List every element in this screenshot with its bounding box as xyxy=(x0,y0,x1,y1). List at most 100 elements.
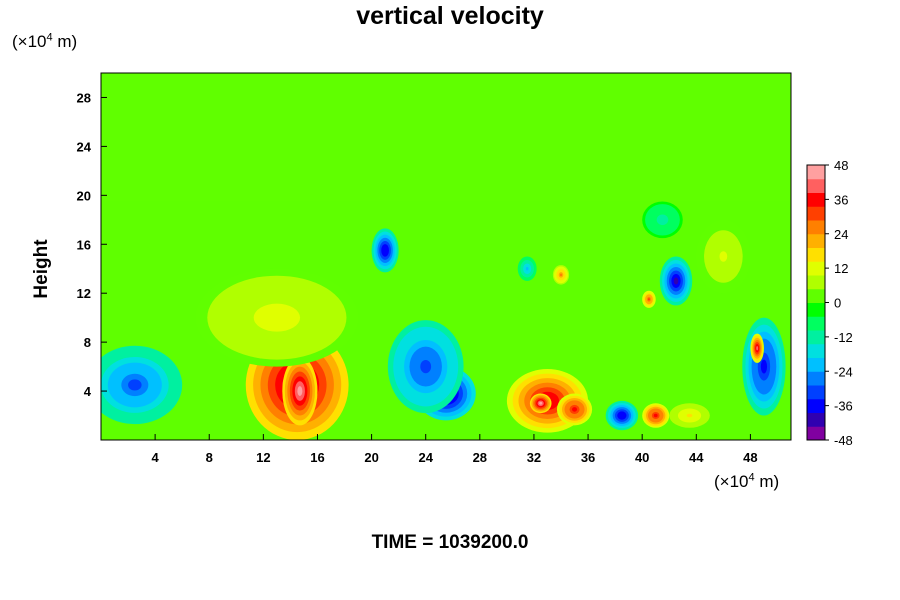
heatmap-feature xyxy=(195,268,359,367)
x-tick-label: 12 xyxy=(256,450,270,465)
colorbar-swatch xyxy=(807,178,825,193)
heatmap-contour-level xyxy=(686,413,693,418)
colorbar-swatch xyxy=(807,247,825,262)
heatmap-contour-level xyxy=(619,413,625,418)
x-tick-label: 48 xyxy=(743,450,757,465)
colorbar-swatch xyxy=(807,357,825,372)
heatmap-feature xyxy=(605,400,639,431)
colorbar-tick-label: 0 xyxy=(834,296,841,311)
y-tick-label: 8 xyxy=(84,335,91,350)
y-tick-label: 24 xyxy=(77,139,92,154)
x-tick-label: 20 xyxy=(364,450,378,465)
x-tick-label: 16 xyxy=(310,450,324,465)
colorbar-swatch xyxy=(807,302,825,317)
heatmap-feature xyxy=(552,265,570,285)
time-label: TIME = 1039200.0 xyxy=(371,532,529,553)
colorbar-swatch xyxy=(807,426,825,441)
heatmap-feature xyxy=(750,333,764,363)
heatmap-feature xyxy=(517,256,537,281)
plot-area xyxy=(101,73,791,440)
colorbar-tick-label: 48 xyxy=(834,158,848,173)
y-tick-label: 16 xyxy=(77,237,91,252)
plot-frame xyxy=(100,72,792,441)
colorbar-tick-label: -36 xyxy=(834,399,853,414)
heatmap-feature xyxy=(696,219,751,294)
heatmap-contour-level xyxy=(383,247,388,254)
x-unit-exponent: 4 xyxy=(748,471,755,484)
colorbar-swatch xyxy=(807,261,825,276)
colorbar-swatch xyxy=(807,206,825,221)
heatmap-feature xyxy=(659,256,693,306)
x-tick-label: 24 xyxy=(418,450,433,465)
x-unit-prefix: (×10 xyxy=(714,472,749,491)
heatmap-contour-level xyxy=(760,359,768,374)
heatmap-contour-level xyxy=(653,413,658,418)
heatmap-contour-level xyxy=(719,251,728,262)
colorbar-tick-label: 36 xyxy=(834,192,848,207)
colorbar-tick-label: 24 xyxy=(834,227,848,242)
x-tick-label: 28 xyxy=(473,450,487,465)
heatmap-feature xyxy=(387,320,464,414)
heatmap-feature xyxy=(669,403,710,428)
heatmap-feature xyxy=(642,290,656,308)
heatmap-feature xyxy=(642,403,670,428)
colorbar-tick-label: -24 xyxy=(834,364,853,379)
colorbar-swatch xyxy=(807,165,825,180)
y-unit-exponent: 4 xyxy=(46,31,53,44)
colorbar-swatch xyxy=(807,288,825,303)
y-unit-prefix: (×10 xyxy=(12,32,47,51)
x-unit-label: (×104 m) xyxy=(714,472,779,492)
x-tick-label: 4 xyxy=(152,450,160,465)
colorbar-swatch xyxy=(807,233,825,248)
y-unit-label: (×104 m) xyxy=(12,32,77,52)
y-tick-label: 28 xyxy=(77,90,91,105)
colorbar-tick-label: -48 xyxy=(834,433,853,448)
x-tick-label: 8 xyxy=(206,450,213,465)
colorbar-swatch xyxy=(807,192,825,207)
heatmap-contour-level xyxy=(659,217,666,223)
heatmap-contour-level xyxy=(420,359,432,374)
colorbar-tick-label: -12 xyxy=(834,330,853,345)
y-axis-ticks: 4 8 12 16 20 24 28 xyxy=(77,90,107,399)
heatmap-contour-level xyxy=(539,401,543,405)
colorbar-swatch xyxy=(807,275,825,290)
x-tick-label: 32 xyxy=(527,450,541,465)
y-tick-label: 4 xyxy=(84,384,92,399)
colorbar xyxy=(806,164,826,441)
colorbar-swatch xyxy=(807,330,825,345)
heatmap-feature xyxy=(529,393,552,414)
heatmap-feature xyxy=(282,356,318,426)
x-tick-label: 40 xyxy=(635,450,649,465)
heatmap-feature xyxy=(642,201,683,239)
heatmap-contour-level xyxy=(673,277,679,285)
heatmap-contour-level xyxy=(559,273,563,277)
colorbar-swatch xyxy=(807,385,825,400)
heatmap-contour-level xyxy=(525,266,529,271)
heatmap-feature xyxy=(101,345,183,425)
colorbar-swatch xyxy=(807,412,825,427)
heatmap-feature xyxy=(742,317,786,416)
heatmap-feature xyxy=(556,393,593,426)
heatmap-contour-level xyxy=(297,386,303,396)
x-tick-label: 44 xyxy=(689,450,704,465)
heatmap-contour-level xyxy=(265,310,289,325)
x-tick-label: 36 xyxy=(581,450,595,465)
heatmap-contour-level xyxy=(572,407,578,412)
heatmap-contour-level xyxy=(128,379,142,391)
heatmap-contour-level xyxy=(647,298,650,301)
colorbar-ticks: 48 36 24 12 0 -12 -24 -36 -48 xyxy=(825,158,853,448)
heatmap-contour-level xyxy=(756,346,759,351)
y-tick-label: 20 xyxy=(77,188,91,203)
colorbar-swatch xyxy=(807,316,825,331)
x-unit-suffix: m) xyxy=(754,472,780,491)
chart-title: vertical velocity xyxy=(356,2,544,30)
colorbar-swatch xyxy=(807,371,825,386)
heatmap-feature xyxy=(371,228,399,273)
colorbar-tick-label: 12 xyxy=(834,261,848,276)
colorbar-swatch xyxy=(807,220,825,235)
y-tick-label: 12 xyxy=(77,286,91,301)
colorbar-swatch xyxy=(807,398,825,413)
colorbar-swatch xyxy=(807,343,825,358)
x-axis-ticks: 4 8 12 16 20 24 28 32 36 40 44 48 xyxy=(152,434,758,465)
